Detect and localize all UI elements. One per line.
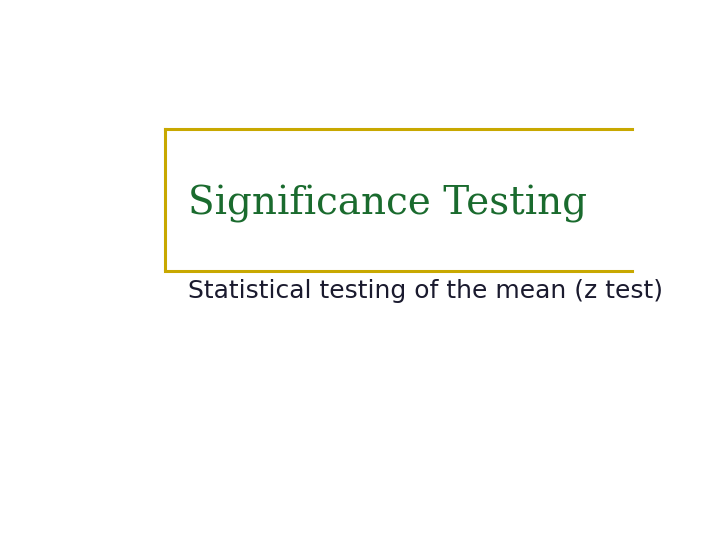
Text: Significance Testing: Significance Testing (188, 185, 587, 223)
Text: Statistical testing of the mean (z test): Statistical testing of the mean (z test) (188, 279, 662, 303)
